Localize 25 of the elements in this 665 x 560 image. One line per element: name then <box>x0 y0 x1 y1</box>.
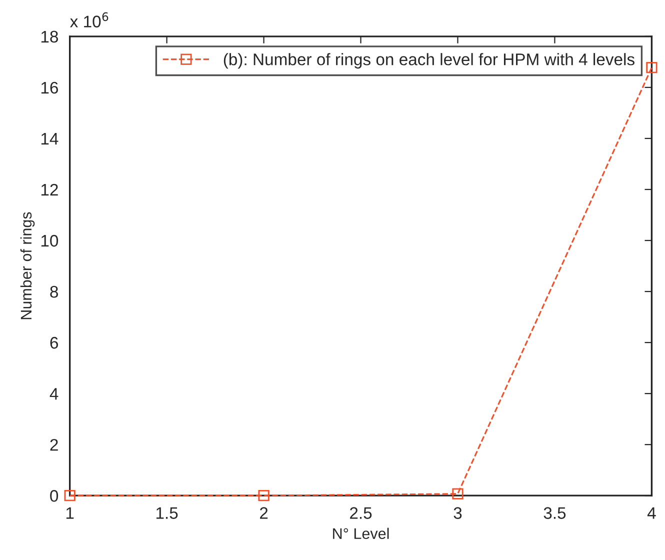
point <box>452 488 464 500</box>
x-tick-label: 2 <box>260 507 268 519</box>
legend-label: (b): Number of rings on each level for HPM with 4 levels <box>224 53 634 69</box>
y-axis-title: Number of rings <box>20 212 35 320</box>
y-tick-label: 8 <box>50 286 58 298</box>
point <box>258 490 270 502</box>
y-tick-label: 4 <box>50 388 58 400</box>
text: x 10$^{6}$ <box>70 12 108 28</box>
y-tick-label: 2 <box>50 438 58 451</box>
y-tick-label: 12 <box>41 184 58 196</box>
y-tick-label: 16 <box>41 82 58 94</box>
point <box>646 62 658 74</box>
x-tick-label: 4 <box>647 507 656 519</box>
y-tick-label: 6 <box>50 336 58 349</box>
y-tick-label: 10 <box>41 234 58 247</box>
x-tick-label: 1 <box>66 507 74 519</box>
point <box>64 490 76 502</box>
y-tick-label: 18 <box>41 30 58 43</box>
x-axis-title: N° Level <box>333 528 389 540</box>
x-tick-label: 1.5 <box>156 507 178 519</box>
x-tick-label: 3 <box>454 507 462 519</box>
y-tick-label: 14 <box>41 133 58 144</box>
y-tick-label: 0 <box>50 490 58 502</box>
x-tick-label: 3.5 <box>544 507 566 519</box>
x-tick-label: 2.5 <box>350 507 372 519</box>
